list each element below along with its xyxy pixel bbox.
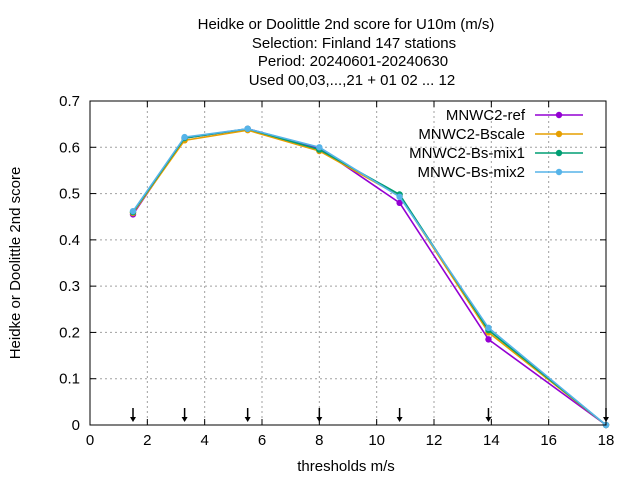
legend-label: MNWC-Bs-mix2 — [418, 164, 525, 181]
legend-marker — [555, 130, 563, 138]
data-point — [181, 133, 188, 141]
x-tick-label: 18 — [598, 432, 615, 449]
y-tick-label: 0.5 — [59, 186, 80, 203]
data-point — [485, 336, 492, 343]
series-line — [132, 129, 607, 426]
data-point — [129, 207, 137, 215]
x-tick-label: 4 — [200, 432, 208, 449]
threshold-arrow — [130, 408, 136, 422]
plot-frame — [89, 100, 607, 426]
series-line — [132, 127, 607, 426]
title-line-1: Heidke or Doolittle 2nd score for U10m (… — [198, 16, 495, 33]
x-tick-label: 8 — [315, 432, 323, 449]
data-point — [244, 125, 251, 132]
title-line-4: Used 00,03,...,21 + 01 02 ... 12 — [249, 72, 455, 89]
x-tick-label: 16 — [540, 432, 557, 449]
threshold-arrow — [316, 408, 323, 422]
series-1 — [129, 125, 610, 429]
y-tick-label: 0.3 — [59, 278, 80, 295]
x-tick-label: 0 — [86, 432, 94, 449]
data-point — [396, 199, 403, 207]
legend-entry-1: MNWC2-ref — [446, 107, 583, 124]
threshold-arrow-head — [485, 417, 492, 422]
legend-label: MNWC2-ref — [446, 107, 526, 124]
title-line-3: Period: 20240601-20240630 — [258, 53, 448, 70]
threshold-arrow-head — [130, 417, 136, 422]
series-group — [129, 125, 610, 429]
data-point — [316, 144, 323, 151]
series-4 — [129, 125, 610, 429]
data-point — [396, 193, 403, 201]
x-tick-label: 10 — [368, 432, 385, 449]
y-tick-label: 0.4 — [59, 232, 80, 249]
grid — [90, 101, 606, 425]
y-tick-label: 0.7 — [59, 93, 80, 110]
legend: MNWC2-ref MNWC2-Bscale MNWC2-Bs-mix1 MNWC-B… — [409, 107, 583, 181]
data-point — [485, 324, 492, 331]
legend-marker — [555, 168, 563, 176]
y-axis-label: Heidke or Doolittle 2nd score — [7, 167, 24, 360]
y-tick-label: 0 — [72, 417, 80, 434]
x-tick-label: 2 — [143, 432, 151, 449]
legend-label: MNWC2-Bscale — [418, 126, 525, 143]
legend-marker — [555, 149, 563, 157]
series-line — [132, 127, 607, 426]
legend-marker — [555, 111, 563, 119]
x-tick-label: 14 — [483, 432, 500, 449]
threshold-arrow — [485, 408, 492, 422]
threshold-arrow-head — [244, 417, 251, 422]
y-tick-label: 0.2 — [59, 324, 80, 341]
axis-ticks: 0 2 4 6 8 10 12 14 16 18 0 0.1 0.2 0.3 0.4 0.5 0.6 0.7 — [59, 93, 614, 449]
series-line — [132, 127, 607, 426]
legend-label: MNWC2-Bs-mix1 — [409, 145, 525, 162]
x-axis-label: thresholds m/s — [297, 458, 395, 475]
y-tick-label: 0.6 — [59, 139, 80, 156]
y-tick-label: 0.1 — [59, 371, 80, 388]
threshold-arrow-head — [316, 417, 323, 422]
legend-entry-2: MNWC2-Bscale — [418, 126, 583, 143]
threshold-arrow — [396, 408, 403, 422]
threshold-arrow-head — [396, 417, 403, 422]
threshold-arrow-head — [181, 417, 188, 422]
x-tick-label: 12 — [426, 432, 443, 449]
legend-entry-4: MNWC-Bs-mix2 — [418, 164, 583, 181]
legend-entry-3: MNWC2-Bs-mix1 — [409, 145, 583, 162]
threshold-arrow — [244, 408, 251, 422]
threshold-arrows — [130, 408, 609, 422]
threshold-arrow — [181, 408, 188, 422]
title-line-2: Selection: Finland 147 stations — [252, 35, 456, 52]
chart-title: Heidke or Doolittle 2nd score for U10m (… — [198, 16, 495, 89]
x-tick-label: 6 — [258, 432, 266, 449]
series-3 — [129, 125, 610, 429]
